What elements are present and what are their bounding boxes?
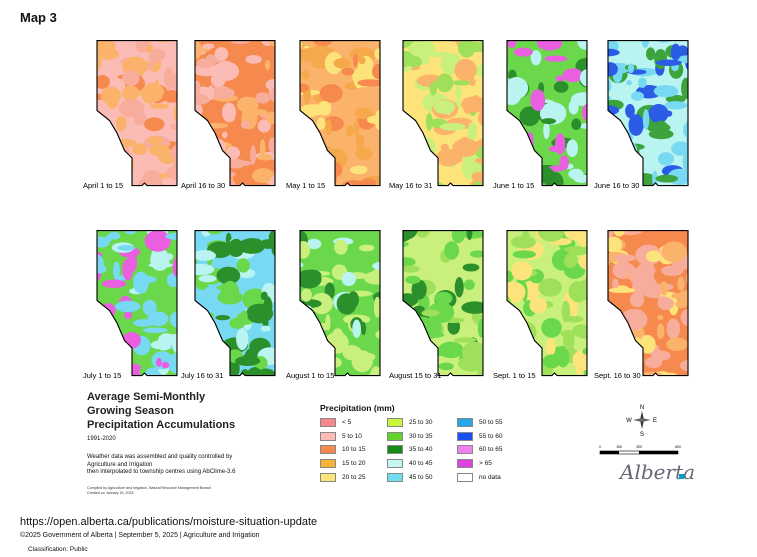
legend-swatch bbox=[387, 418, 403, 427]
legend-label: > 65 bbox=[479, 460, 492, 468]
precipitation-map bbox=[393, 38, 493, 188]
north-arrow-icon: N S E W bbox=[626, 405, 657, 437]
compiled-note: Compiled by Agriculture and Irrigation, … bbox=[87, 486, 287, 495]
scale-bar: 0 150 300 600 bbox=[599, 445, 681, 455]
legend-label: 30 to 35 bbox=[409, 432, 433, 440]
compass-s: S bbox=[640, 432, 644, 437]
map-set-heading: Average Semi-Monthly Growing Season Prec… bbox=[87, 390, 267, 432]
scale-tick-label: 150 bbox=[616, 445, 622, 449]
desc-line: then interpolated to township centres us… bbox=[87, 469, 236, 475]
legend-swatch bbox=[387, 472, 403, 482]
legend-swatch bbox=[320, 472, 336, 482]
legend-label: < 5 bbox=[342, 419, 352, 426]
precipitation-map bbox=[497, 38, 597, 188]
legend-swatch bbox=[387, 431, 403, 441]
scale-tick-label: 0 bbox=[599, 445, 601, 449]
map-period-label: June 1 to 15 bbox=[493, 181, 535, 190]
precipitation-map bbox=[598, 228, 698, 378]
legend-title: Precipitation (mm) bbox=[320, 403, 395, 413]
legend-swatch bbox=[457, 472, 473, 482]
map-period-label: August 1 to 15 bbox=[286, 371, 335, 380]
precipitation-map bbox=[290, 38, 390, 188]
compass-e: E bbox=[653, 418, 657, 424]
legend-label: 35 to 40 bbox=[409, 446, 433, 454]
heading-line: Precipitation Accumulations bbox=[87, 419, 236, 431]
map-period-label: June 16 to 30 bbox=[594, 181, 640, 190]
legend-label: 15 to 20 bbox=[342, 460, 366, 468]
legend-swatch bbox=[457, 418, 473, 427]
legend-swatch bbox=[320, 445, 336, 455]
map-period-label: April 1 to 15 bbox=[83, 181, 124, 190]
alberta-logo: Alberta bbox=[620, 460, 695, 484]
map-period-label: May 1 to 15 bbox=[286, 181, 326, 190]
footer-text: ©2025 Government of Alberta | September … bbox=[20, 532, 260, 539]
precipitation-map bbox=[393, 228, 493, 378]
map-period-label: May 16 to 31 bbox=[389, 181, 433, 190]
desc-line: Weather data was assembled and quality c… bbox=[87, 454, 233, 460]
scale-tick-label: 600 bbox=[675, 445, 681, 449]
legend-label: no data bbox=[479, 473, 501, 481]
normal-period: 1991-2020 bbox=[87, 436, 116, 442]
map-period-label: Sept. 1 to 15 bbox=[493, 371, 536, 380]
precipitation-map bbox=[185, 38, 285, 188]
page-title: Map 3 bbox=[20, 10, 57, 25]
legend-label: 60 to 65 bbox=[479, 446, 503, 454]
map-period-label: Sept. 16 to 30 bbox=[594, 371, 641, 380]
precipitation-map bbox=[598, 38, 698, 188]
precipitation-map bbox=[185, 228, 285, 378]
legend-swatch bbox=[387, 445, 403, 455]
compiled-line: Compiled by Agriculture and Irrigation, … bbox=[87, 486, 212, 490]
map-period-label: August 15 to 31 bbox=[389, 371, 442, 380]
legend-label: 55 to 60 bbox=[479, 432, 503, 440]
source-url[interactable]: https://open.alberta.ca/publications/moi… bbox=[20, 516, 318, 528]
legend-label: 50 to 55 bbox=[479, 419, 503, 426]
precipitation-map bbox=[497, 228, 597, 378]
legend-swatch bbox=[387, 459, 403, 469]
precipitation-map bbox=[87, 228, 187, 378]
map-period-label: July 16 to 31 bbox=[181, 371, 224, 380]
map-period-label: July 1 to 15 bbox=[83, 371, 122, 380]
legend-label: 10 to 15 bbox=[342, 446, 366, 454]
legend-label: 40 to 45 bbox=[409, 460, 433, 468]
legend-swatch bbox=[320, 459, 336, 469]
scale-tick-label: 300 bbox=[636, 445, 642, 449]
legend-label: 20 to 25 bbox=[342, 473, 366, 481]
data-description: Weather data was assembled and quality c… bbox=[87, 454, 287, 477]
heading-line: Average Semi-Monthly bbox=[87, 391, 206, 403]
legend-label: 5 to 10 bbox=[342, 432, 362, 440]
legend-swatch bbox=[457, 431, 473, 441]
desc-line: Agriculture and Irrigation bbox=[87, 461, 153, 468]
logo-square-icon bbox=[679, 474, 684, 479]
legend-label: 45 to 50 bbox=[409, 473, 433, 481]
map-period-label: April 16 to 30 bbox=[181, 181, 226, 190]
classification-label: Classification: Public bbox=[28, 546, 88, 553]
compass-n: N bbox=[640, 405, 644, 411]
legend-swatch bbox=[320, 431, 336, 441]
legend-swatch bbox=[457, 459, 473, 469]
legend-label: 25 to 30 bbox=[409, 419, 433, 426]
compass-w: W bbox=[626, 418, 632, 424]
legend-swatch bbox=[457, 445, 473, 455]
compiled-line: Created on January 15, 2025 bbox=[87, 490, 134, 495]
precipitation-map bbox=[87, 38, 187, 188]
heading-line: Growing Season bbox=[87, 405, 174, 417]
precipitation-map bbox=[290, 228, 390, 378]
legend-swatch bbox=[320, 418, 336, 427]
